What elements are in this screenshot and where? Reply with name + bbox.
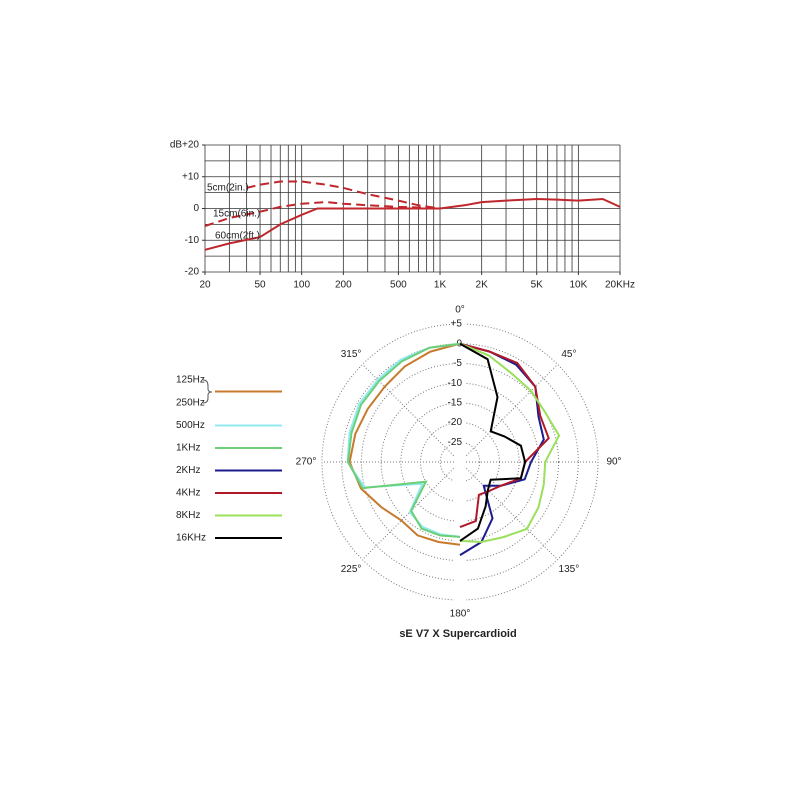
spoke [459, 364, 558, 463]
polar-curve [348, 342, 461, 546]
x-tick-label: 500 [390, 280, 407, 291]
legend-label: 8KHz [176, 510, 200, 521]
r-tick-label: +5 [451, 319, 463, 330]
angle-label: 45° [561, 349, 576, 360]
legend-label: 1KHz [176, 443, 200, 454]
angle-label: 0° [455, 305, 465, 316]
r-tick-label: -25 [448, 437, 463, 448]
ring [360, 362, 560, 562]
ring [400, 402, 520, 522]
x-tick-label: 20 [199, 280, 211, 291]
spoke [362, 364, 461, 463]
r-tick-label: -20 [448, 417, 463, 428]
y-tick-label: 0 [193, 203, 199, 214]
spoke [459, 461, 558, 560]
angle-label: 270° [296, 457, 317, 468]
legend-label: 2KHz [176, 465, 200, 476]
legend-label: 16KHz [176, 533, 206, 544]
series-label: 15cm(6in.) [213, 209, 260, 220]
polar-curve [459, 342, 527, 542]
angle-label: 225° [341, 564, 362, 575]
angle-label: 90° [606, 457, 621, 468]
r-tick-label: -15 [448, 397, 463, 408]
x-tick-label: 5K [531, 280, 544, 291]
ring [341, 343, 579, 581]
y-tick-label: +20 [182, 140, 199, 151]
legend-label: 4KHz [176, 488, 200, 499]
chart-title: sE V7 X Supercardioid [399, 628, 516, 640]
angle-label: 315° [341, 349, 362, 360]
polar-curve [346, 342, 461, 538]
legend-label: 250Hz [176, 398, 205, 409]
y-axis-label: dB [170, 140, 183, 151]
legend-brace [202, 379, 213, 404]
legend-label: 500Hz [176, 420, 205, 431]
legend-label: 125Hz [176, 375, 205, 386]
response-line [204, 197, 621, 251]
series-label: 5cm(2in.) [207, 183, 249, 194]
angle-label: 135° [559, 564, 580, 575]
r-tick-label: -5 [453, 358, 462, 369]
x-tick-label: 2K [476, 280, 489, 291]
response-line [246, 180, 441, 210]
polar-curve [459, 342, 545, 556]
polar-curve [459, 342, 561, 544]
response-line [204, 201, 441, 227]
x-tick-label: 50 [254, 280, 266, 291]
x-tick-label: 20KHz [605, 280, 635, 291]
series-label: 60cm(2ft.) [215, 231, 260, 242]
y-tick-label: -20 [185, 267, 200, 278]
x-tick-label: 10K [569, 280, 587, 291]
x-tick-label: 1K [434, 280, 447, 291]
center-band [454, 320, 466, 604]
y-tick-label: -10 [185, 235, 200, 246]
x-tick-label: 200 [335, 280, 352, 291]
angle-label: 180° [450, 609, 471, 620]
ring [420, 422, 500, 502]
y-tick-label: +10 [182, 171, 199, 182]
r-tick-label: -10 [448, 378, 463, 389]
polar-curve [346, 342, 461, 538]
x-tick-label: 100 [293, 280, 310, 291]
